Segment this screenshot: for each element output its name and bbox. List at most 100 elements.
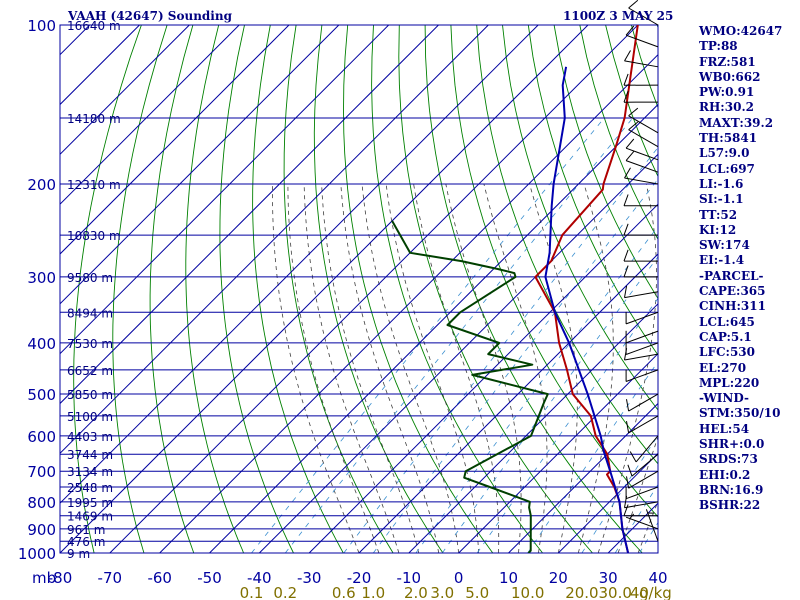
wind-barb [626,393,659,412]
index-row: SRDS:73 [699,452,758,467]
indices-panel: WMO:42647 TP:88 FRZ:581 WB0:662 PW:0.91 RH:30… [699,24,782,514]
dry-adiabat [786,25,800,553]
mixing-ratio-label: 0.6 [332,584,356,600]
mixing-ratio-line [284,117,634,553]
temperature-tick-label: -20 [347,569,372,587]
index-row: CAPE:365 [699,284,766,299]
moist-adiabat [577,183,614,553]
index-row: EI:-1.4 [699,253,745,268]
index-row: LCL:697 [699,161,755,176]
index-row: EL:270 [699,360,747,375]
isotherm [60,25,539,504]
moist-adiabat [272,183,360,553]
wind-barb [623,249,659,262]
wind-barb [628,107,659,134]
isotherm [308,203,658,553]
wind-barbs [623,0,659,542]
sounding-profiles [391,25,639,553]
index-row: LFC:530 [699,345,755,360]
height-label: 3744 m [67,448,113,462]
index-row: LCL:645 [699,314,755,329]
temperature-tick-label: -30 [297,569,322,587]
time-label: 1100Z 3 MAY 25 [563,9,674,23]
index-row: SW:174 [699,238,750,253]
dewpoint-profile [391,220,549,553]
height-label: 7530 m [67,337,113,351]
moist-adiabat [483,183,548,553]
wind-barb [623,73,659,86]
index-row: SHR+:0.0 [699,437,765,452]
isotherm [159,53,658,553]
height-label: 1995 m [67,496,113,510]
wind-barb [624,167,659,185]
mixing-ratio-label: 10.0 [511,584,544,600]
isotherm [60,25,589,553]
height-label: 2548 m [67,481,113,495]
index-row: BRN:16.9 [699,482,764,497]
pressure-tick-label: 500 [27,386,56,404]
isotherm [258,153,658,553]
temperature-tick-label: 40 [648,569,667,587]
dry-adiabat [219,25,294,553]
wind-barb [629,435,659,463]
moist-adiabat [413,183,500,553]
wind-barb [625,151,659,173]
index-row: -WIND- [699,391,749,406]
wind-barb [645,509,659,542]
height-label: 9580 m [67,271,113,285]
isotherm [209,103,658,553]
temperature-tick-label: -80 [48,569,73,587]
wind-barb [624,285,659,299]
height-label: 3134 m [67,465,113,479]
temperature-tick-label: 20 [549,569,568,587]
dry-adiabat [112,25,168,553]
isotherm [508,402,658,553]
wind-barb [625,369,659,382]
moist-adiabat [303,183,400,553]
index-row: L57:9.0 [699,146,750,161]
pressure-tick-label: 1000 [18,545,56,563]
mixing-ratio-unit: g/kg [639,584,672,600]
height-label: 5100 m [67,410,113,424]
moist-adiabat [287,183,380,553]
temperature-tick-label: -60 [147,569,172,587]
height-label: 8494 m [67,306,113,320]
index-row: MAXT:39.2 [699,115,774,130]
pressure-grid [59,24,659,554]
index-row: BSHR:22 [699,498,761,513]
isotherm [60,25,340,305]
wind-barb [626,415,659,434]
index-row: MPL:220 [699,375,760,390]
index-row: WB0:662 [699,69,761,84]
mixing-ratio-label: 30.0 [598,584,631,600]
isotherm [109,25,639,553]
pressure-tick-label: 200 [27,176,56,194]
temperature-tick-label: 30 [599,569,618,587]
height-label: 14180 m [67,112,121,126]
wind-barb [625,25,659,48]
mixing-ratio-label: 1.0 [361,584,385,600]
mixing-ratio-line [372,178,658,553]
moist-adiabat [597,183,657,553]
pressure-tick-label: 900 [27,521,56,539]
moist-adiabat [529,183,578,553]
mixing-ratio-label: 0.2 [273,584,297,600]
index-row: PW:0.91 [699,85,755,100]
temperature-tick-label: -10 [397,569,422,587]
isotherm [60,25,240,205]
pressure-tick-label: 600 [27,428,56,446]
height-label: 4403 m [67,430,113,444]
index-row: -PARCEL- [699,268,764,283]
pressure-tick-label: 800 [27,494,56,512]
temperature-tick-label: 10 [499,569,518,587]
wind-barb [624,348,659,361]
mixing-ratio-line [441,256,658,553]
index-row: TT:52 [699,207,738,222]
isotherm [358,253,658,553]
mixing-ratio-label: 3.0 [430,584,454,600]
index-row: FRZ:581 [699,54,756,69]
temperature-tick-label: 0 [454,569,464,587]
isotherm [60,25,439,405]
isotherm [408,303,658,553]
